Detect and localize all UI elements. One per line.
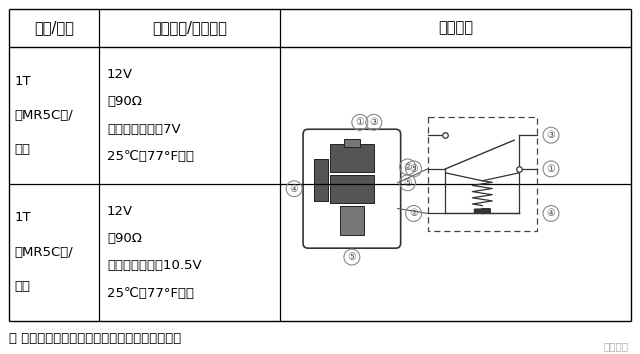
Text: 名称/颜色: 名称/颜色 bbox=[34, 21, 74, 36]
Text: ①: ① bbox=[355, 117, 364, 127]
Text: 约90Ω: 约90Ω bbox=[107, 95, 142, 108]
Text: 棕色: 棕色 bbox=[14, 280, 30, 293]
Bar bbox=[314, 159, 328, 201]
Text: ⑤: ⑤ bbox=[348, 252, 356, 262]
Text: ④: ④ bbox=[290, 184, 298, 194]
Bar bbox=[330, 175, 374, 202]
Text: 线束智造: 线束智造 bbox=[604, 341, 628, 351]
Text: ③: ③ bbox=[547, 130, 556, 140]
Bar bbox=[330, 144, 374, 172]
Text: 黑色: 黑色 bbox=[14, 143, 30, 156]
Text: 1T: 1T bbox=[14, 75, 31, 88]
Text: ③: ③ bbox=[369, 117, 378, 127]
Text: ②: ② bbox=[403, 162, 412, 172]
Text: ⑤: ⑤ bbox=[409, 164, 418, 174]
FancyBboxPatch shape bbox=[303, 129, 401, 248]
Text: 内部电路: 内部电路 bbox=[438, 21, 473, 36]
Text: 1T: 1T bbox=[14, 211, 31, 224]
Text: 25℃（77°F）时: 25℃（77°F）时 bbox=[107, 287, 194, 300]
Text: ①: ① bbox=[547, 164, 556, 174]
Text: 最小工作电压：10.5V: 最小工作电压：10.5V bbox=[107, 259, 202, 272]
Text: 额定电压/线圈电阻: 额定电压/线圈电阻 bbox=[152, 21, 227, 36]
Bar bbox=[314, 159, 328, 201]
Text: 12V: 12V bbox=[107, 205, 133, 218]
Text: ＊ 图中所示的继电器触点状态是触发前的状态。: ＊ 图中所示的继电器触点状态是触发前的状态。 bbox=[10, 332, 182, 345]
Text: 25℃（77°F）时: 25℃（77°F）时 bbox=[107, 150, 194, 163]
Text: 最小工作电压：7V: 最小工作电压：7V bbox=[107, 122, 180, 136]
Bar bbox=[340, 206, 364, 235]
Text: （MR5C）/: （MR5C）/ bbox=[14, 109, 73, 122]
Text: ②: ② bbox=[409, 209, 418, 218]
Bar bbox=[344, 139, 360, 147]
Text: 12V: 12V bbox=[107, 68, 133, 81]
Text: 约90Ω: 约90Ω bbox=[107, 232, 142, 245]
Text: ④: ④ bbox=[547, 209, 556, 218]
Bar bbox=[428, 117, 537, 231]
Text: （MR5C）/: （MR5C）/ bbox=[14, 246, 73, 259]
Text: ⑤: ⑤ bbox=[403, 178, 412, 188]
